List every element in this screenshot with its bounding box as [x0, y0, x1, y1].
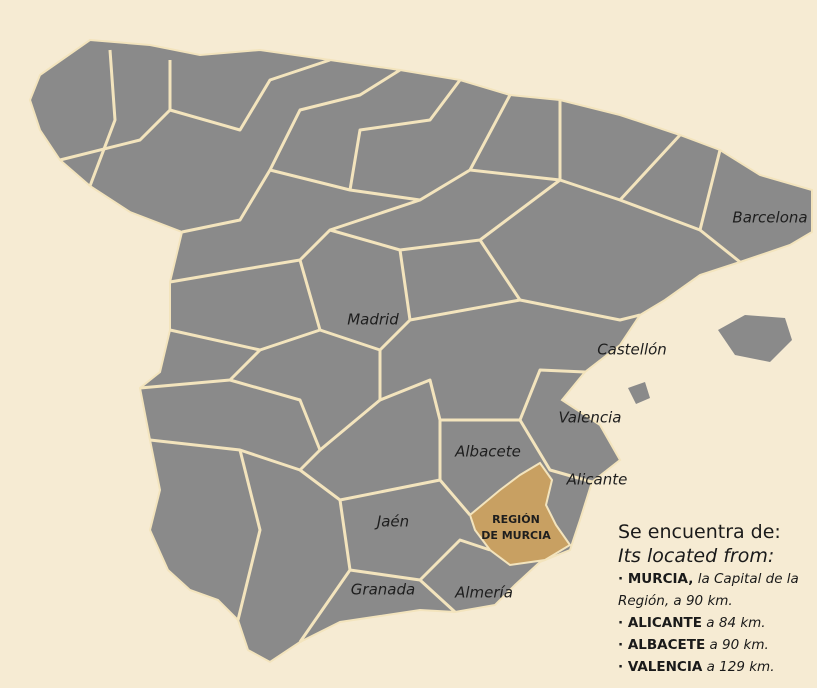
city-label: Alicante [566, 471, 628, 489]
item-text: a 129 km. [707, 659, 775, 675]
city-label: Albacete [454, 443, 521, 461]
legend-item: · ALBACETE a 90 km. [618, 634, 817, 656]
city-label: Almería [454, 584, 513, 602]
city-label: Barcelona [732, 209, 807, 227]
item-name: · VALENCIA [618, 659, 702, 675]
city-label: Castellón [597, 341, 667, 359]
item-name: · ALICANTE [618, 615, 702, 631]
legend: Se encuentra de: Its located from: · MUR… [618, 520, 817, 678]
ibiza [628, 382, 650, 404]
city-label: Valencia [558, 409, 621, 427]
legend-item: · ALICANTE a 84 km. [618, 612, 817, 634]
item-name: · MURCIA, [618, 571, 693, 587]
page: Barcelona Madrid Castellón Valencia Albacete… [0, 0, 817, 688]
legend-items: · MURCIA, la Capital de la Región, a 90 … [618, 568, 817, 678]
mallorca [718, 315, 792, 362]
region-label: REGIÓN [492, 513, 540, 526]
legend-heading: Se encuentra de: [618, 520, 817, 544]
city-label: Granada [351, 581, 415, 599]
item-text: a 84 km. [706, 615, 765, 631]
legend-item: · VALENCIA a 129 km. [618, 656, 817, 678]
city-label: Madrid [347, 311, 399, 329]
legend-item: · MURCIA, la Capital de la Región, a 90 … [618, 568, 817, 612]
item-text: a 90 km. [709, 637, 768, 653]
legend-subheading: Its located from: [618, 544, 817, 568]
item-name: · ALBACETE [618, 637, 705, 653]
region-label: DE MURCIA [481, 529, 551, 542]
city-label: Jaén [374, 513, 409, 531]
